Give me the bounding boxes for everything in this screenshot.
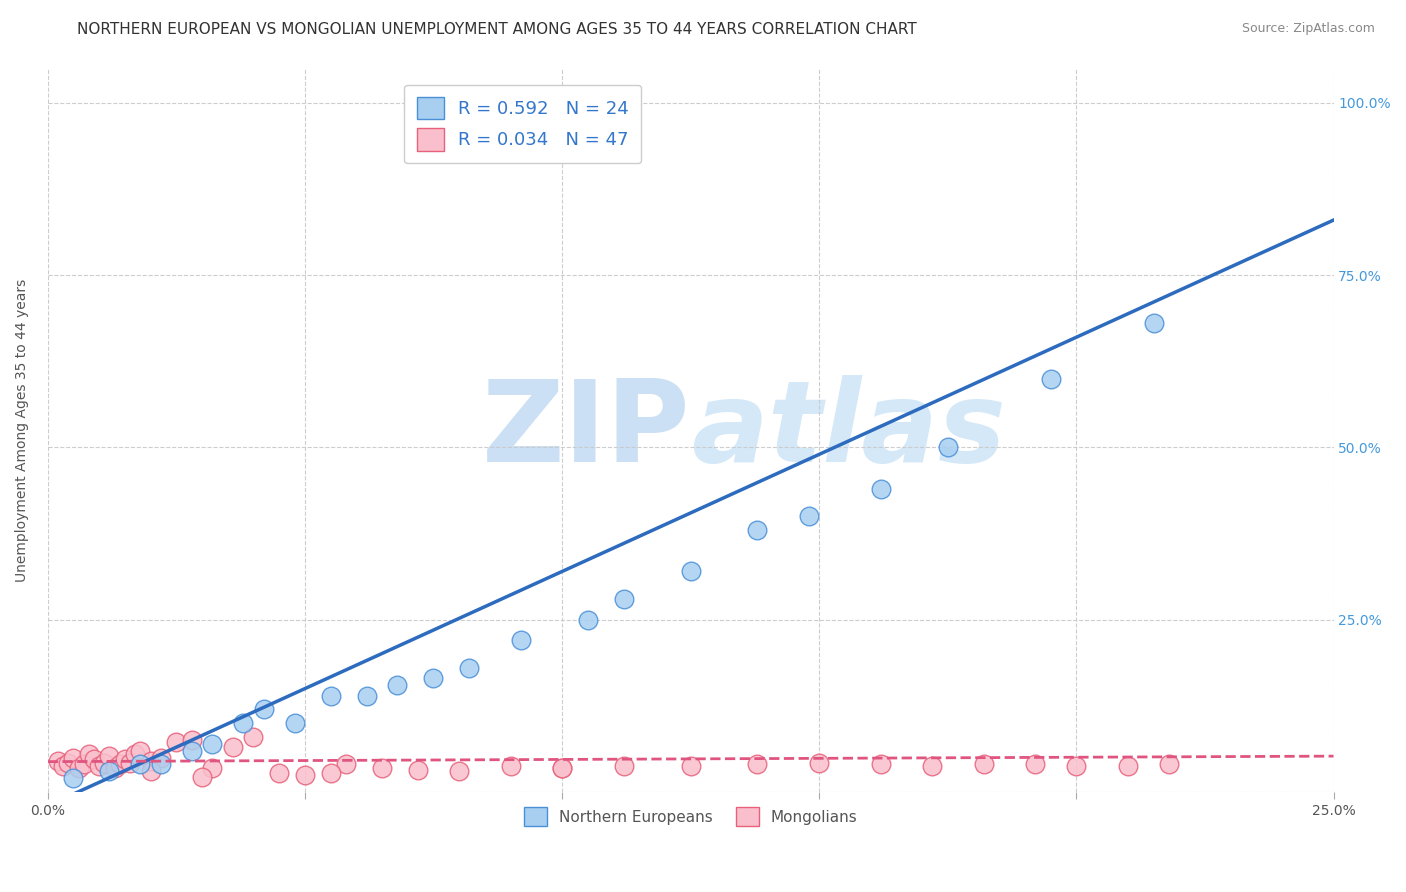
Point <box>371 761 394 775</box>
Point <box>870 482 893 496</box>
Point <box>356 689 378 703</box>
Point <box>808 756 831 770</box>
Text: ZIP: ZIP <box>482 375 690 486</box>
Point <box>613 592 636 607</box>
Point <box>180 733 202 747</box>
Point <box>201 737 224 751</box>
Point <box>129 744 152 758</box>
Point <box>747 757 769 772</box>
Point <box>679 758 702 772</box>
Point <box>58 756 80 770</box>
Point <box>77 747 100 761</box>
Point <box>284 716 307 731</box>
Point <box>89 758 111 772</box>
Point <box>108 757 131 772</box>
Point <box>73 757 96 772</box>
Point <box>191 770 214 784</box>
Point <box>139 764 162 779</box>
Point <box>1116 758 1139 772</box>
Point <box>93 756 115 770</box>
Point <box>870 757 893 772</box>
Point <box>1157 757 1180 772</box>
Point <box>387 678 409 692</box>
Point <box>499 758 522 772</box>
Point <box>46 754 69 768</box>
Text: NORTHERN EUROPEAN VS MONGOLIAN UNEMPLOYMENT AMONG AGES 35 TO 44 YEARS CORRELATIO: NORTHERN EUROPEAN VS MONGOLIAN UNEMPLOYM… <box>77 22 917 37</box>
Point <box>149 750 172 764</box>
Point <box>62 750 84 764</box>
Point <box>335 757 357 772</box>
Point <box>551 761 574 775</box>
Point <box>679 565 702 579</box>
Point <box>149 757 172 772</box>
Point <box>139 754 162 768</box>
Point <box>1024 757 1046 772</box>
Point <box>936 441 959 455</box>
Point <box>973 757 995 772</box>
Point <box>165 735 187 749</box>
Point <box>1142 317 1164 331</box>
Point <box>509 633 531 648</box>
Point <box>118 756 141 770</box>
Point <box>124 747 146 761</box>
Point <box>242 730 264 744</box>
Point <box>294 768 316 782</box>
Point <box>319 689 342 703</box>
Point <box>449 764 471 779</box>
Point <box>232 716 254 731</box>
Point <box>422 671 444 685</box>
Point <box>551 761 574 775</box>
Point <box>921 758 943 772</box>
Point <box>129 757 152 772</box>
Point <box>269 765 291 780</box>
Point <box>67 761 90 775</box>
Point <box>747 523 769 537</box>
Point <box>797 509 820 524</box>
Point <box>180 744 202 758</box>
Point <box>406 763 429 777</box>
Point <box>458 661 481 675</box>
Y-axis label: Unemployment Among Ages 35 to 44 years: Unemployment Among Ages 35 to 44 years <box>15 278 30 582</box>
Point <box>52 758 75 772</box>
Point <box>201 761 224 775</box>
Point <box>1066 758 1088 772</box>
Point <box>98 749 121 764</box>
Legend: Northern Europeans, Mongolians: Northern Europeans, Mongolians <box>515 798 866 835</box>
Point <box>222 740 245 755</box>
Point <box>1039 371 1062 385</box>
Point <box>104 761 127 775</box>
Point <box>576 613 599 627</box>
Point <box>62 771 84 785</box>
Point <box>319 765 342 780</box>
Text: Source: ZipAtlas.com: Source: ZipAtlas.com <box>1241 22 1375 36</box>
Text: atlas: atlas <box>690 375 1005 486</box>
Point <box>98 764 121 779</box>
Point <box>253 702 276 716</box>
Point <box>114 752 136 766</box>
Point <box>613 758 636 772</box>
Point <box>83 752 105 766</box>
